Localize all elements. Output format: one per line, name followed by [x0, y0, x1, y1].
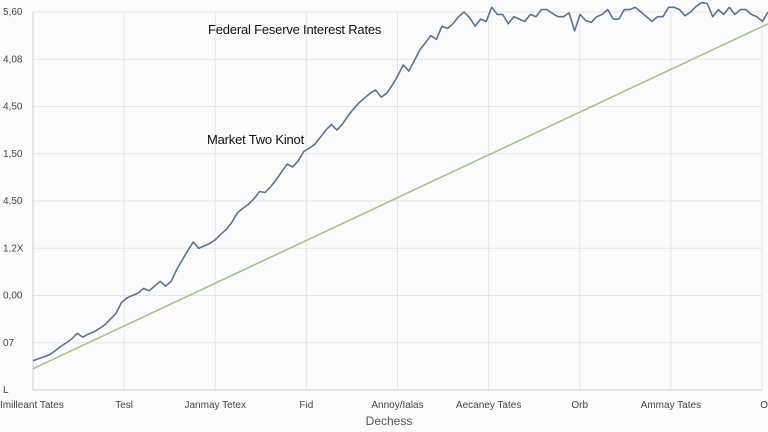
y-tick-label: 1,2X [3, 243, 24, 254]
y-tick-label: L [3, 385, 9, 396]
x-tick-label: Aecaney Tates [456, 400, 521, 411]
y-tick-label: 5,60 [3, 7, 23, 18]
y-tick-label: 4,08 [3, 54, 23, 65]
chart-annotation: Market Two Kinot [207, 132, 304, 147]
x-tick-label: O [760, 400, 768, 411]
y-tick-label: 07 [3, 338, 15, 349]
series-line-trend [32, 23, 768, 370]
chart-title: Federal Feserve Interest Rates [208, 22, 382, 37]
x-tick-label: Ammay Tates [641, 400, 701, 411]
x-tick-label: Annoy/Ialas [371, 400, 423, 411]
x-tick-label: Imilleant Tates [0, 400, 64, 411]
x-axis-label: Dechess [365, 414, 413, 428]
y-tick-label: 0,00 [3, 291, 23, 302]
y-tick-label: 4,50 [3, 196, 23, 207]
y-tick-label: 1,50 [3, 149, 23, 160]
y-tick-label: 4,50 [3, 102, 23, 113]
x-tick-label: Fid [299, 400, 313, 411]
x-tick-label: Janmay Tetex [184, 400, 246, 411]
x-tick-label: Orb [571, 400, 588, 411]
series-line-main [32, 1, 768, 362]
x-tick-label: Tesl [115, 400, 133, 411]
